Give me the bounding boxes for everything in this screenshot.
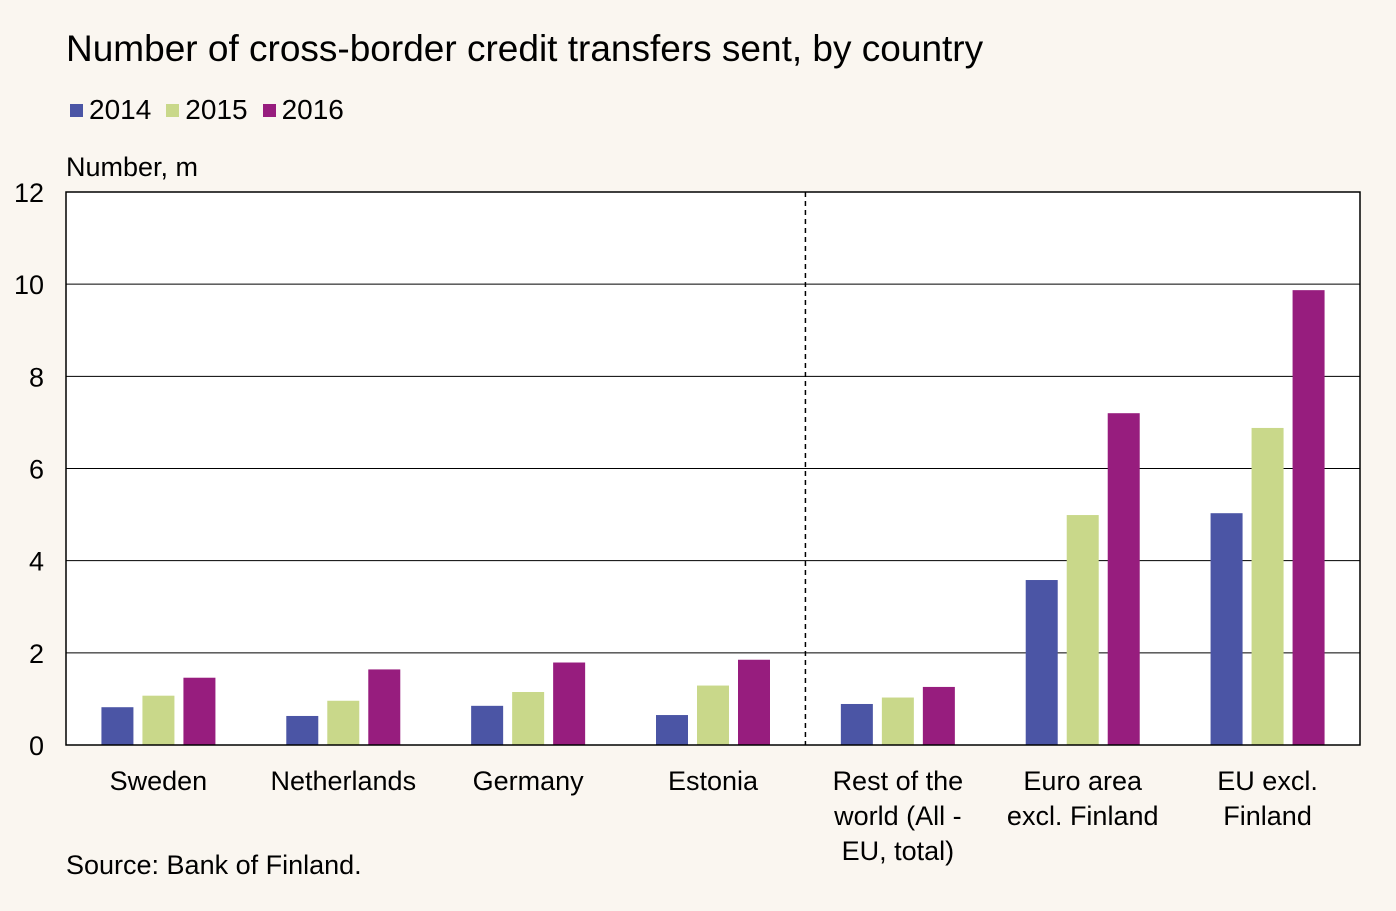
y-tick-label: 4 — [29, 547, 44, 577]
legend-label: 2014 — [89, 94, 152, 125]
source-note: Source: Bank of Finland. — [66, 850, 362, 880]
legend-item-2015: 2015 — [166, 94, 248, 126]
bar-2014-4 — [840, 703, 873, 745]
legend-swatch — [262, 103, 276, 117]
bar-2015-3 — [697, 685, 729, 745]
y-tick-label: 8 — [29, 362, 44, 392]
x-tick-label: EU excl. — [1217, 766, 1318, 796]
bar-2016-1 — [368, 669, 401, 745]
x-tick-label: Netherlands — [270, 766, 416, 796]
legend-label: 2015 — [185, 94, 248, 125]
x-tick-label: Germany — [473, 766, 585, 796]
plot-frame — [65, 191, 1361, 746]
x-tick-label: Finland — [1223, 801, 1312, 831]
x-tick-label: world (All - — [833, 801, 962, 831]
y-axis-label: Number, m — [66, 152, 199, 182]
y-tick-label: 6 — [29, 455, 44, 485]
y-tick-label: 12 — [14, 178, 44, 208]
bar-2014-5 — [1025, 580, 1058, 745]
legend: 2014 2015 2016 — [70, 94, 359, 126]
x-tick-label: excl. Finland — [1007, 801, 1159, 831]
legend-label: 2016 — [281, 94, 344, 125]
bar-2015-1 — [327, 700, 360, 745]
bar-2015-5 — [1066, 515, 1099, 745]
legend-item-2016: 2016 — [262, 94, 344, 126]
bar-2016-2 — [553, 662, 586, 745]
bar-2014-0 — [101, 707, 134, 745]
y-tick-label: 2 — [29, 639, 44, 669]
bar-2015-0 — [142, 695, 175, 745]
bar-2015-2 — [512, 692, 545, 745]
bar-2014-1 — [286, 715, 319, 745]
bar-2016-4 — [922, 686, 955, 745]
bar-2014-2 — [471, 705, 504, 745]
bar-2015-4 — [881, 697, 914, 745]
bar-2016-5 — [1107, 413, 1140, 745]
y-tick-label: 10 — [14, 270, 44, 300]
bar-2016-6 — [1292, 290, 1325, 745]
legend-swatch — [70, 103, 83, 117]
x-tick-label: Euro area — [1023, 766, 1143, 796]
bar-2016-3 — [738, 659, 770, 745]
bar-2015-6 — [1251, 427, 1284, 745]
legend-item-2014: 2014 — [70, 94, 151, 126]
x-tick-label: Sweden — [110, 766, 208, 796]
bar-2016-0 — [183, 677, 216, 745]
legend-swatch — [166, 103, 180, 117]
bar-2014-3 — [656, 715, 688, 745]
x-tick-label: Rest of the — [833, 766, 964, 796]
chart-title: Number of cross-border credit transfers … — [66, 28, 984, 69]
bar-2014-6 — [1210, 513, 1243, 745]
y-tick-label: 0 — [29, 731, 44, 761]
x-tick-label: Estonia — [668, 766, 759, 796]
x-tick-label: EU, total) — [842, 836, 955, 866]
